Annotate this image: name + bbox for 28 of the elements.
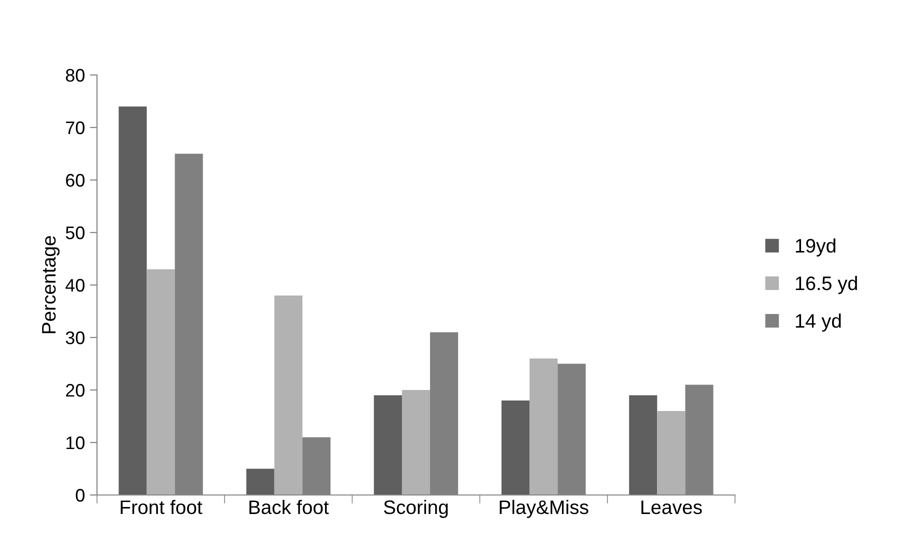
x-tick-label: Leaves (641, 500, 702, 514)
bar (530, 358, 558, 495)
bar (246, 468, 274, 495)
bar (629, 395, 658, 495)
x-tick-label: Scoring (384, 500, 448, 518)
y-tick-label: 10 (66, 436, 84, 450)
y-tick-label: 40 (66, 278, 84, 292)
y-axis-title: Percentage (42, 236, 60, 334)
legend-label: 16.5 yd (796, 276, 857, 294)
y-tick-label: 30 (66, 331, 84, 344)
bar (501, 400, 530, 495)
x-tick-label: Back foot (249, 500, 329, 514)
legend-label: 14 yd (796, 314, 841, 332)
x-tick-label: Front foot (120, 500, 202, 514)
bar (274, 296, 302, 495)
bar (374, 395, 402, 495)
y-tick-label: 20 (66, 384, 84, 397)
bar (402, 390, 430, 495)
y-tick-label: 60 (66, 174, 84, 187)
y-tick-label: 50 (66, 226, 84, 240)
legend-label: 19yd (796, 238, 836, 256)
x-tick-label: Play&Miss (500, 500, 588, 518)
bar (118, 106, 147, 495)
y-tick-label: 0 (76, 488, 84, 502)
bar (146, 269, 175, 495)
y-tick-label: 70 (66, 121, 84, 134)
bar (657, 411, 686, 495)
y-tick-label: 80 (66, 68, 84, 82)
